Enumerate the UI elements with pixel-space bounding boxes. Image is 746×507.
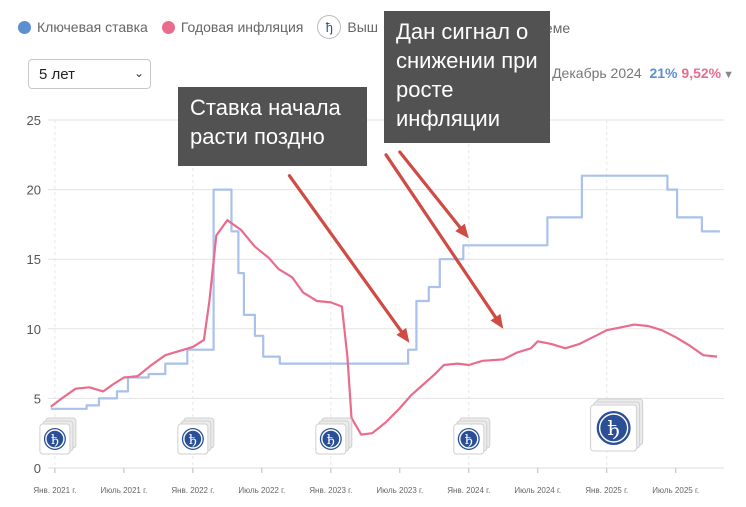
caret-down-icon: ▼: [723, 69, 734, 81]
news-badge-icon: ђ: [317, 15, 342, 39]
x-tick-label: Июль 2023 г.: [376, 486, 423, 495]
annotation-callout-late-hike: Ставка начала расти поздно: [178, 87, 367, 166]
annotation-callout-signal: Дан сигнал о снижении при росте инфляции: [384, 11, 550, 143]
key-rate-dot-icon: [18, 20, 31, 34]
svg-text:ђ: ђ: [51, 433, 59, 448]
y-tick-label: 15: [27, 252, 41, 267]
news-marker-icon[interactable]: ђ: [177, 417, 215, 455]
y-tick-label: 10: [27, 322, 41, 337]
readout-key-rate: 21%: [649, 65, 678, 81]
readout-date: Декабрь 2024: [552, 65, 642, 81]
annotation-arrow: [398, 150, 462, 229]
legend-item-key-rate[interactable]: Ключевая ставка: [18, 19, 148, 35]
y-tick-label: 5: [34, 391, 41, 406]
news-marker-icon[interactable]: ђ: [453, 417, 491, 455]
x-tick-label: Янв. 2021 г.: [33, 486, 76, 495]
svg-text:ђ: ђ: [189, 433, 197, 448]
svg-text:ђ: ђ: [465, 433, 473, 448]
legend-item-news[interactable]: ђ Выш: [317, 15, 378, 39]
x-tick-label: Янв. 2025 г.: [585, 486, 628, 495]
annotation-arrowhead: [396, 327, 410, 343]
legend-label-news: Выш: [347, 19, 379, 35]
annotation-arrowhead: [455, 223, 469, 239]
x-tick-label: Июль 2022 г.: [238, 486, 285, 495]
annotation-arrow: [287, 174, 403, 333]
annotation-arrowhead: [490, 313, 504, 329]
x-tick-label: Янв. 2023 г.: [309, 486, 352, 495]
chevron-down-icon: ⌄: [133, 66, 144, 80]
x-tick-label: Июль 2021 г.: [100, 486, 147, 495]
period-select-value: 5 лет: [39, 65, 75, 83]
news-marker-icon[interactable]: ђ: [315, 417, 353, 455]
chart-legend: Ключевая ставка Годовая инфляция ђ Выш: [18, 14, 392, 40]
x-tick-label: Июль 2025 г.: [652, 486, 699, 495]
legend-item-inflation[interactable]: Годовая инфляция: [161, 19, 304, 35]
annotation-arrow: [384, 153, 498, 319]
news-marker-icon[interactable]: ђ: [590, 398, 644, 452]
value-readout: Декабрь 2024 21% 9,52% ▼: [552, 65, 734, 81]
period-select[interactable]: 5 лет ⌄: [28, 59, 151, 89]
inflation-dot-icon: [161, 20, 175, 34]
svg-text:ђ: ђ: [607, 416, 619, 440]
y-tick-label: 25: [27, 113, 41, 128]
legend-label-inflation: Годовая инфляция: [180, 19, 304, 35]
x-tick-label: Июль 2024 г.: [514, 486, 561, 495]
readout-inflation: 9,52%: [681, 65, 722, 81]
inflation-line: [50, 219, 718, 436]
legend-label-key-rate: Ключевая ставка: [37, 19, 148, 35]
y-tick-label: 20: [27, 183, 41, 198]
x-tick-label: Янв. 2022 г.: [171, 486, 214, 495]
x-tick-label: Янв. 2024 г.: [447, 486, 490, 495]
news-marker-icon[interactable]: ђ: [39, 417, 77, 455]
svg-text:ђ: ђ: [327, 433, 335, 448]
y-tick-label: 0: [34, 461, 41, 476]
key-rate-line: [50, 174, 720, 410]
